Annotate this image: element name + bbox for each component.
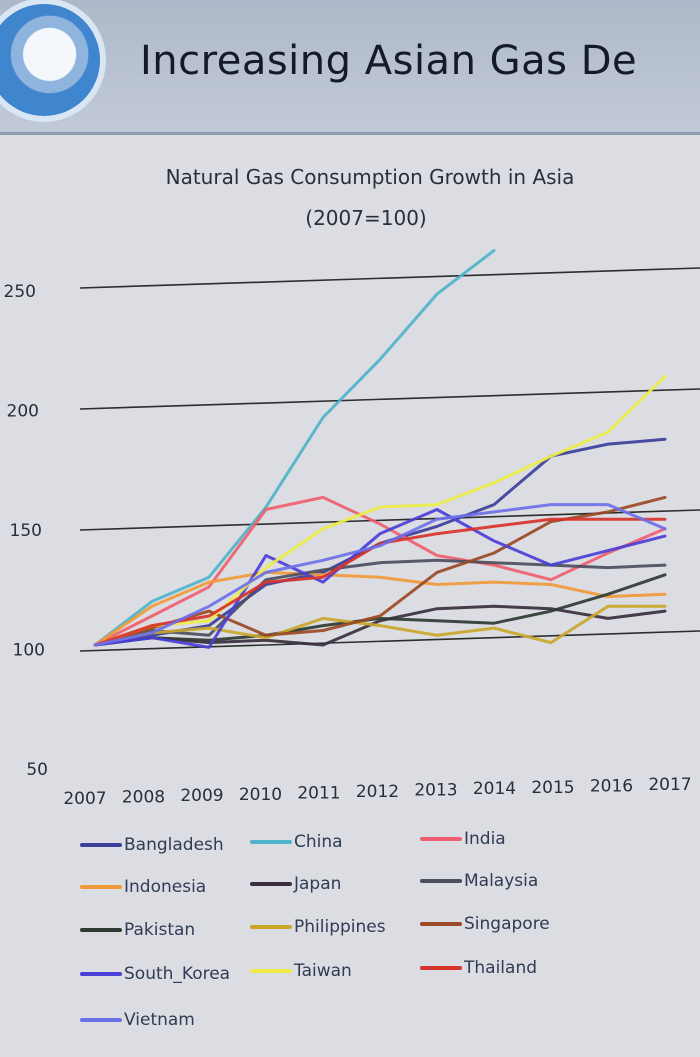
legend-item-philippines: Philippines: [250, 917, 386, 937]
series-line-vietnam: [93, 503, 667, 647]
legend-label: Indonesia: [124, 877, 207, 897]
legend-swatch: [420, 879, 462, 883]
gridline-250: [79, 267, 700, 289]
legend-swatch: [80, 843, 122, 847]
slide-title: Increasing Asian Gas De: [140, 38, 638, 84]
legend-label: Pakistan: [124, 920, 196, 940]
legend-swatch: [250, 882, 292, 886]
legend-item-malaysia: Malaysia: [420, 871, 538, 891]
legend-label: Malaysia: [464, 871, 539, 891]
y-tick-label: 100: [13, 641, 45, 661]
legend-swatch: [250, 840, 292, 844]
legend-swatch: [80, 928, 122, 932]
legend-label: China: [294, 832, 343, 852]
series-line-taiwan: [93, 374, 667, 647]
slide-header: Increasing Asian Gas De: [0, 0, 700, 135]
legend-swatch: [250, 925, 292, 929]
gridline-100: [79, 630, 700, 652]
series-line-pakistan: [93, 573, 667, 647]
x-tick-label: 2014: [473, 779, 516, 799]
series-line-indonesia: [93, 570, 667, 647]
legend-label: Japan: [294, 874, 342, 894]
legend-item-indonesia: Indonesia: [80, 877, 206, 897]
series-line-japan: [93, 604, 667, 647]
legend-swatch: [420, 966, 462, 970]
line-chart: Natural Gas Consumption Growth in Asia (…: [4, 165, 700, 809]
x-tick-label: 2016: [590, 776, 633, 796]
legend-label: South_Korea: [124, 964, 231, 984]
legend-swatch: [80, 1018, 122, 1022]
chart-title: Natural Gas Consumption Growth in Asia: [166, 165, 575, 189]
series-line-china: [93, 249, 496, 647]
y-tick-label: 50: [26, 760, 48, 780]
legend-label: Bangladesh: [124, 835, 224, 855]
legend-label: India: [464, 829, 506, 849]
series-lines: [93, 249, 667, 649]
legend-item-thailand: Thailand: [420, 958, 537, 978]
legend-item-pakistan: Pakistan: [80, 920, 195, 940]
legend-item-taiwan: Taiwan: [250, 961, 352, 981]
legend-item-india: India: [420, 829, 506, 849]
legend-swatch: [80, 885, 122, 889]
y-axis-ticks: 50 100 150 200 250: [4, 282, 48, 780]
x-tick-label: 2017: [648, 775, 691, 795]
x-tick-label: 2008: [122, 788, 165, 808]
legend-swatch: [420, 837, 462, 841]
globe-logo-icon: [0, 4, 100, 116]
x-axis-ticks: 2007 2008 2009 2010 2011 2012 2013 2014 2015 2016…: [63, 775, 691, 809]
x-tick-label: 2010: [239, 785, 282, 805]
legend-label: Vietnam: [124, 1010, 195, 1030]
gridline-200: [79, 388, 700, 410]
legend-label: Singapore: [464, 914, 550, 934]
chart-subtitle: (2007=100): [305, 206, 426, 230]
legend-swatch: [80, 972, 122, 976]
x-tick-label: 2015: [531, 778, 574, 798]
legend-swatch: [250, 969, 292, 973]
legend-item-vietnam: Vietnam: [80, 1010, 195, 1030]
x-tick-label: 2009: [180, 786, 223, 806]
legend-item-south-korea: South_Korea: [80, 964, 230, 984]
x-tick-label: 2007: [63, 789, 106, 809]
series-line-india: [93, 495, 667, 647]
legend-label: Thailand: [464, 958, 538, 978]
series-line-malaysia: [93, 558, 667, 647]
legend-item-japan: Japan: [250, 874, 341, 894]
series-line-philippines: [93, 604, 667, 647]
legend-label: Philippines: [294, 917, 386, 937]
legend-label: Taiwan: [294, 961, 352, 981]
series-line-south-korea: [93, 508, 667, 649]
y-tick-label: 200: [7, 402, 39, 422]
legend-swatch: [420, 922, 462, 926]
legend-item-bangladesh: Bangladesh: [80, 835, 224, 855]
x-tick-label: 2013: [414, 781, 457, 801]
legend-item-singapore: Singapore: [420, 914, 550, 934]
x-tick-label: 2011: [297, 783, 340, 803]
legend-item-china: China: [250, 832, 343, 852]
series-line-thailand: [93, 517, 667, 647]
y-tick-label: 250: [4, 282, 36, 302]
x-tick-label: 2012: [356, 782, 399, 802]
y-tick-label: 150: [10, 521, 42, 541]
